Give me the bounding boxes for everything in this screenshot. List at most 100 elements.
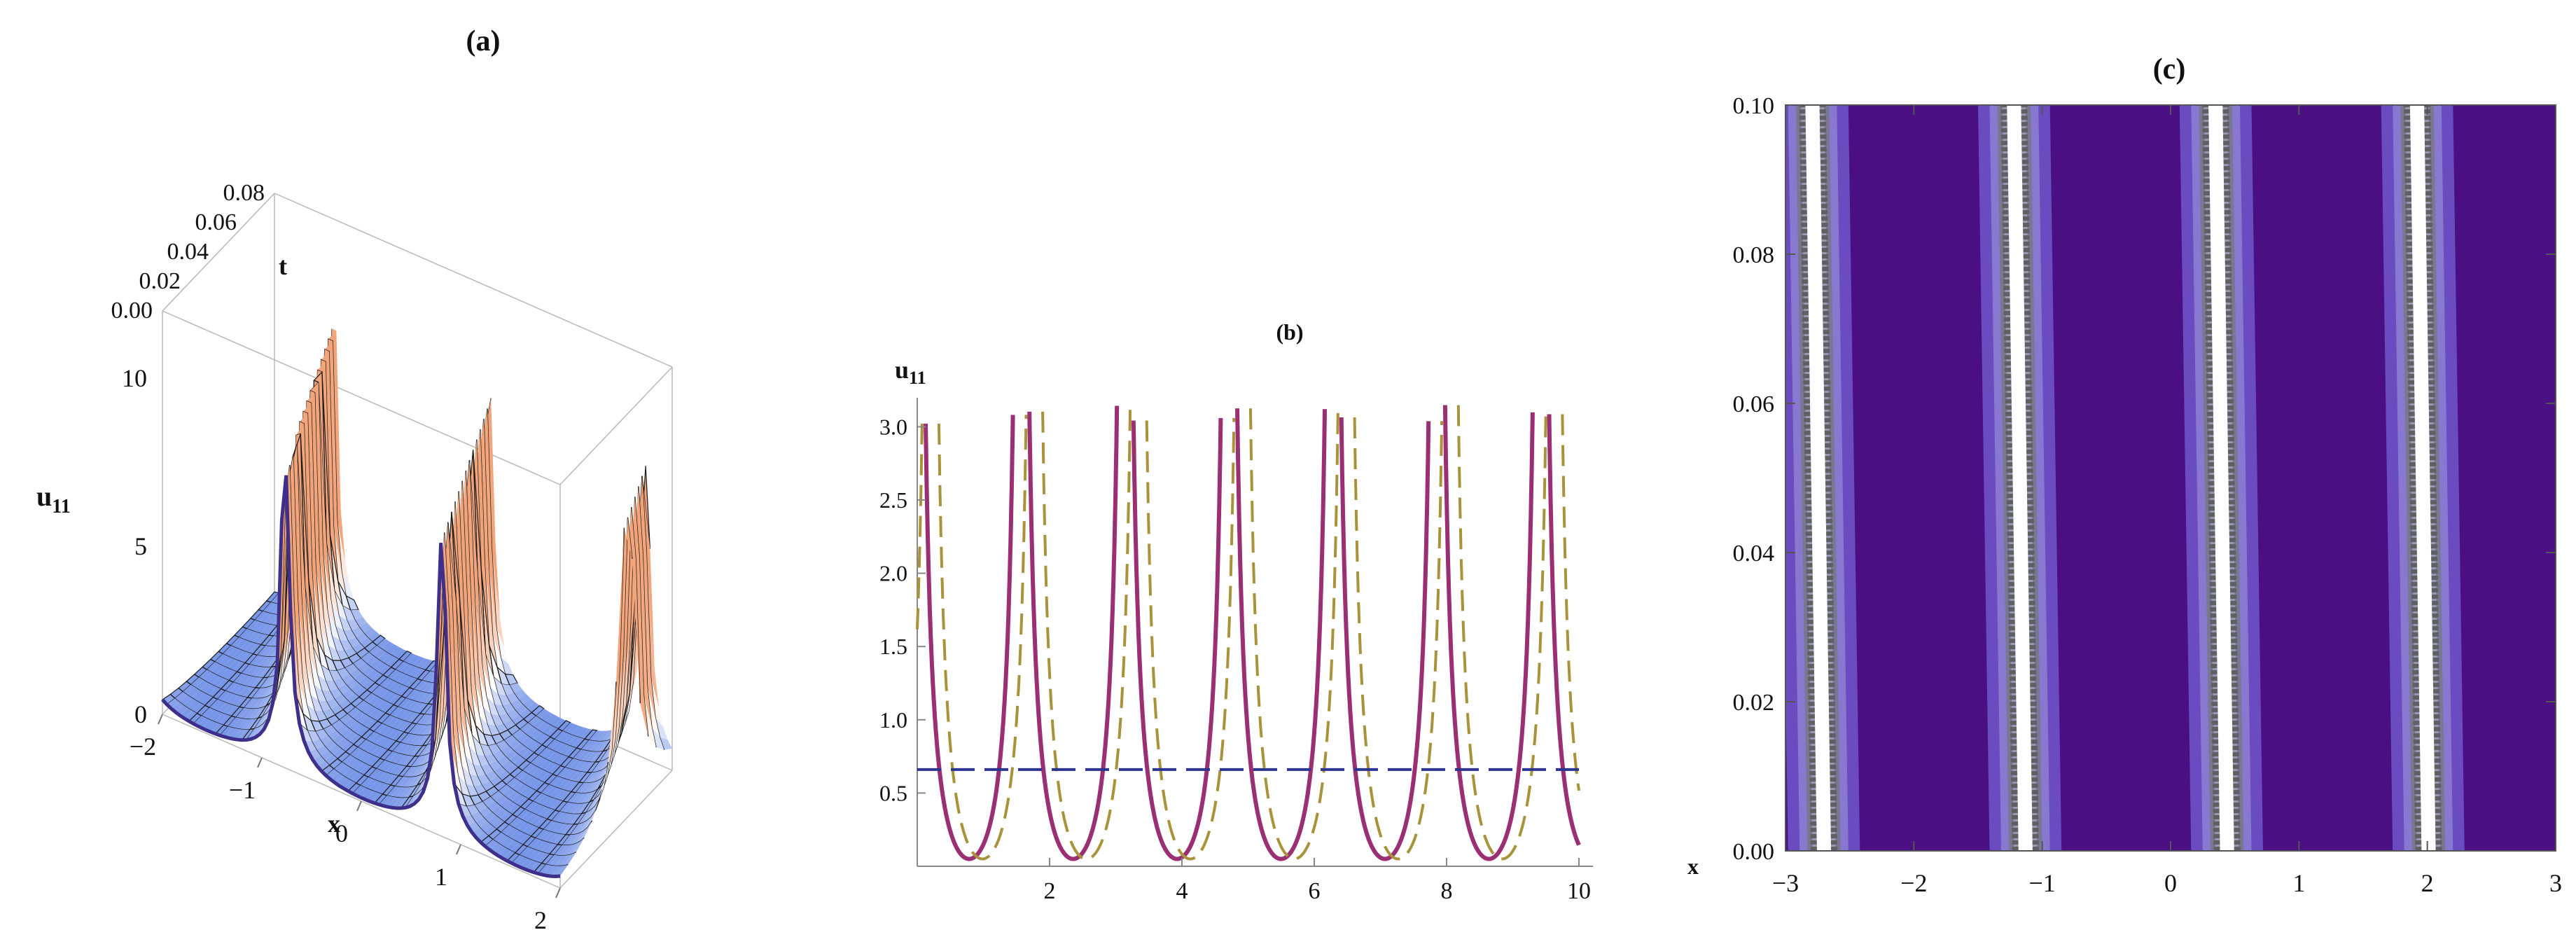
surface-patch — [599, 747, 612, 762]
surface-patch — [214, 701, 227, 712]
surface-patch — [209, 699, 222, 710]
surface-patch — [419, 693, 432, 704]
surface-patch — [300, 413, 312, 572]
surface-patch — [294, 606, 307, 705]
surface-patch — [418, 681, 431, 692]
surface-patch — [373, 648, 386, 660]
t-tick-label: 0.08 — [223, 180, 265, 206]
surface-patch — [414, 680, 426, 691]
surface-patch — [593, 730, 606, 742]
surface-patch — [354, 749, 367, 761]
series-line-1 — [916, 405, 1580, 861]
surface-patch — [227, 647, 240, 658]
surface-patch — [594, 740, 607, 752]
surface-patch — [336, 738, 349, 749]
surface-patch — [463, 593, 476, 726]
surface-patch — [466, 470, 479, 672]
surface-patch — [589, 730, 601, 741]
box-edge — [162, 310, 561, 485]
surface-patch — [577, 750, 590, 761]
surface-patch — [489, 776, 503, 786]
surface-patch — [317, 674, 330, 691]
surface-patch — [389, 764, 403, 775]
surface-patch — [359, 765, 373, 775]
surface-patch — [513, 743, 526, 754]
surface-patch — [251, 677, 264, 688]
surface-patch — [337, 518, 350, 586]
surface-patch — [519, 709, 532, 719]
surface-patch — [374, 723, 387, 734]
surface-patch — [578, 817, 592, 833]
surface-patch — [553, 719, 566, 729]
surface-patch — [468, 744, 481, 766]
surface-patch — [317, 361, 330, 534]
surface-patch — [501, 838, 515, 849]
surface-patch — [342, 605, 355, 620]
surface-patch — [191, 690, 204, 701]
surface-patch — [396, 797, 410, 808]
panel-b-title: (b) — [1276, 319, 1303, 345]
surface-patch — [365, 719, 378, 730]
surface-patch — [523, 775, 536, 786]
surface-patch — [398, 755, 410, 765]
surface-patch — [412, 764, 424, 777]
surface-patch — [480, 821, 492, 833]
surface-patch — [567, 792, 580, 803]
surface-patch — [490, 714, 503, 726]
surface-patch — [328, 670, 342, 681]
surface-patch — [541, 796, 555, 807]
surface-patch — [368, 695, 381, 707]
surface-patch — [466, 589, 480, 716]
surface-patch — [536, 721, 550, 733]
surface-patch — [251, 621, 264, 632]
panel-a-title: (a) — [466, 25, 501, 57]
surface-patch — [315, 564, 328, 646]
surface-patch — [190, 677, 204, 688]
surface-patch — [458, 803, 471, 817]
surface-patch — [415, 754, 428, 767]
stripe-edge — [1799, 105, 1817, 851]
stripe-edge — [2403, 105, 2422, 851]
surface-patch — [513, 819, 526, 831]
surface-patch — [309, 655, 322, 690]
surface-patch — [597, 764, 610, 782]
surface-patch — [343, 630, 356, 641]
surface-patch — [483, 811, 496, 822]
surface-patch — [582, 751, 594, 762]
surface-patch — [492, 819, 505, 829]
surface-patch — [487, 815, 501, 826]
surface-patch — [219, 655, 232, 667]
surface-patch — [514, 770, 527, 781]
surface-patch — [378, 665, 391, 675]
surface-patch — [304, 740, 316, 752]
surface-patch — [380, 690, 393, 701]
surface-patch — [557, 767, 570, 778]
surface-patch — [384, 751, 397, 762]
surface-patch — [560, 813, 573, 824]
surface-patch — [353, 658, 365, 669]
surface-patch — [377, 700, 389, 712]
x-tick-label: −2 — [1900, 869, 1927, 897]
y-tick-label: 2.0 — [879, 561, 907, 586]
surface-patch — [404, 665, 417, 676]
surface-patch — [528, 716, 541, 726]
surface-patch — [417, 725, 430, 736]
surface-patch — [386, 644, 398, 655]
surface-patch — [482, 398, 496, 543]
surface-patch — [517, 809, 530, 820]
surface-patch — [373, 711, 386, 721]
surface-patch — [261, 646, 274, 657]
surface-patch — [200, 682, 212, 693]
surface-patch — [532, 852, 545, 862]
panel-c-title: (c) — [2153, 53, 2186, 85]
surface-patch — [412, 724, 426, 735]
surface-patch — [211, 664, 224, 675]
surface-patch — [476, 754, 489, 766]
surface-patch — [511, 714, 524, 726]
surface-patch — [371, 685, 384, 696]
surface-patch — [520, 846, 532, 857]
surface-patch — [550, 741, 564, 752]
surface-patch — [299, 723, 312, 742]
surface-patch — [578, 810, 591, 824]
surface-patch — [338, 765, 351, 776]
